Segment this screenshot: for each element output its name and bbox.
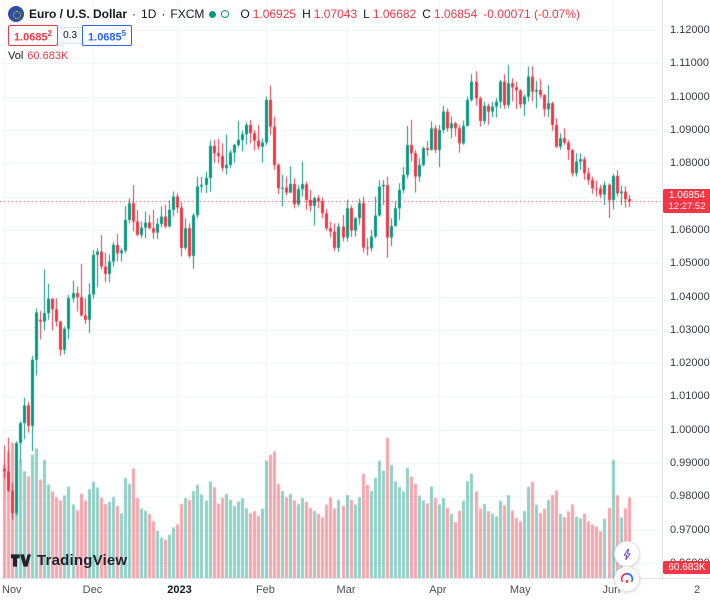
high-value: 1.07043 bbox=[313, 7, 358, 21]
price-tick-label: 0.97000 bbox=[670, 523, 710, 536]
chart-plot-area[interactable]: Euro / U.S. Dollar · 1D · FXCM O 1.06925 … bbox=[0, 0, 662, 592]
price-tick-label: 0.99000 bbox=[670, 457, 710, 470]
tradingview-watermark-text: TradingView bbox=[37, 552, 128, 569]
open-label: O bbox=[240, 7, 250, 21]
flash-boost-button[interactable] bbox=[614, 541, 640, 567]
ohlc-readout: O 1.06925 H 1.07043 L 1.06682 C 1.06854 -0.0… bbox=[240, 7, 580, 21]
separator-dot: · bbox=[132, 7, 137, 21]
close-label: C bbox=[422, 7, 431, 21]
symbol-legend: Euro / U.S. Dollar · 1D · FXCM O 1.06925 … bbox=[8, 5, 580, 62]
price-chart-canvas[interactable] bbox=[0, 0, 662, 578]
sell-button[interactable]: 1.06852 bbox=[8, 24, 59, 47]
price-tick-label: 1.03000 bbox=[670, 323, 710, 336]
time-tick-label: Nov bbox=[2, 584, 22, 596]
price-tick-label: 1.11000 bbox=[670, 57, 709, 70]
high-label: H bbox=[302, 7, 311, 21]
separator-dot: · bbox=[161, 7, 166, 21]
price-axis[interactable]: 1.06854 12:27:52 60.683K 1.12000 1.11000 1… bbox=[662, 0, 710, 578]
close-value: 1.06854 bbox=[433, 7, 478, 21]
data-mode-dot-icon bbox=[221, 10, 230, 18]
timeframe-label[interactable]: 1D bbox=[141, 7, 157, 21]
price-tick-label: 1.00000 bbox=[670, 423, 710, 436]
buy-sell-widget: 1.06852 0.3 1.06855 bbox=[8, 24, 580, 47]
change-value: -0.00071 (-0.07%) bbox=[483, 7, 581, 21]
time-tick-label: Dec bbox=[82, 584, 103, 596]
price-tick-label: 1.06000 bbox=[670, 223, 710, 236]
last-price-badge: 1.06854 12:27:52 bbox=[663, 189, 710, 214]
last-price-value: 1.06854 bbox=[668, 190, 706, 202]
open-value: 1.06925 bbox=[252, 7, 297, 21]
price-tick-label: 1.10000 bbox=[670, 90, 710, 103]
price-tick-label: 1.04000 bbox=[670, 290, 710, 303]
exchange-label[interactable]: FXCM bbox=[170, 7, 205, 21]
time-tick-label: Apr bbox=[429, 584, 447, 596]
spread-label: 0.3 bbox=[58, 27, 83, 44]
lightning-icon bbox=[623, 548, 631, 560]
price-tick-label: 1.01000 bbox=[670, 390, 710, 403]
low-label: L bbox=[363, 7, 370, 21]
time-tick-label: May bbox=[509, 584, 531, 596]
price-tick-label: 0.98000 bbox=[670, 490, 710, 503]
market-status-dot-icon bbox=[209, 10, 217, 18]
price-tick-label: 1.12000 bbox=[670, 24, 710, 36]
volume-value: 60.683K bbox=[27, 50, 69, 62]
time-tick-label: 2023 bbox=[167, 584, 192, 596]
symbol-title[interactable]: Euro / U.S. Dollar bbox=[29, 7, 128, 21]
tradingview-watermark[interactable]: TradingView bbox=[10, 552, 127, 569]
eur-flag-icon bbox=[8, 6, 24, 22]
price-tick-label: 1.09000 bbox=[670, 123, 710, 136]
volume-label: Vol bbox=[8, 50, 24, 62]
buy-button[interactable]: 1.06855 bbox=[82, 24, 133, 47]
time-tick-label: Feb bbox=[255, 584, 275, 596]
time-tick-label: 2 bbox=[694, 584, 701, 596]
bar-countdown: 12:27:52 bbox=[668, 201, 706, 213]
technicals-gauge-button[interactable] bbox=[614, 566, 640, 592]
price-tick-label: 1.08000 bbox=[670, 157, 710, 170]
volume-axis-badge: 60.683K bbox=[663, 561, 710, 574]
time-tick-label: Mar bbox=[336, 584, 356, 596]
sentiment-gauge-icon bbox=[620, 572, 634, 583]
price-tick-label: 1.05000 bbox=[670, 257, 710, 270]
tradingview-logo-icon bbox=[10, 554, 31, 567]
price-tick-label: 1.02000 bbox=[670, 357, 710, 370]
time-axis[interactable]: Nov Dec 2023 Feb Mar Apr May Jun 2 bbox=[0, 578, 710, 601]
volume-readout: Vol 60.683K bbox=[8, 50, 580, 62]
low-value: 1.06682 bbox=[372, 7, 417, 21]
